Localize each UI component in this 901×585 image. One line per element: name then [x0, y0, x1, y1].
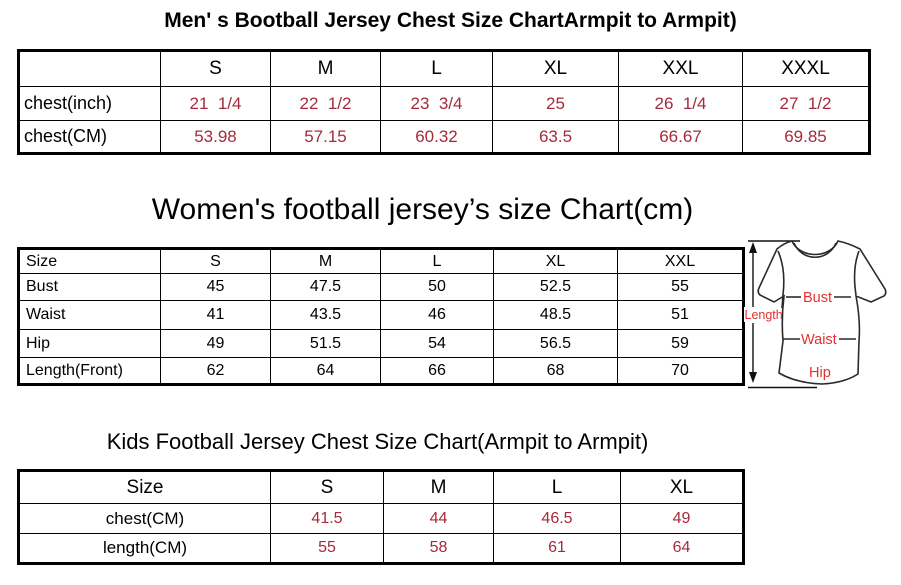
size-value-cell: 68	[493, 357, 618, 385]
column-header: L	[380, 50, 493, 87]
column-header: XXL	[617, 248, 744, 274]
corner-header-cell	[18, 50, 161, 87]
size-value-cell: 46	[380, 300, 494, 330]
column-header: XL	[493, 248, 618, 274]
size-value-cell: 52.5	[493, 273, 618, 301]
row-label: chest(CM)	[18, 503, 271, 534]
size-value-cell: 57.15	[270, 120, 381, 154]
size-value-cell: 66	[380, 357, 494, 385]
size-value-cell: 49	[160, 329, 271, 358]
waist-label: Waist	[801, 332, 837, 348]
size-value-cell: 45	[160, 273, 271, 301]
bust-label: Bust	[803, 290, 832, 306]
row-label: Hip	[18, 329, 161, 358]
length-label: Length	[745, 308, 783, 322]
size-value-cell: 46.5	[493, 503, 621, 534]
mens-chart-title: Men' s Bootball Jersey Chest Size ChartA…	[164, 9, 737, 32]
size-value-cell: 53.98	[160, 120, 271, 154]
size-value-cell: 44	[383, 503, 494, 534]
size-value-cell: 21 1/4	[160, 86, 271, 121]
column-header: M	[270, 50, 381, 87]
size-value-cell: 69.85	[742, 120, 870, 154]
size-value-cell: 49	[620, 503, 744, 534]
column-header: L	[380, 248, 494, 274]
size-value-cell: 27 1/2	[742, 86, 870, 121]
left-sleeve-seam	[777, 250, 785, 309]
row-label: Bust	[18, 273, 161, 301]
column-header: XL	[492, 50, 619, 87]
row-label: chest(CM)	[18, 120, 161, 154]
tshirt-outline	[757, 240, 887, 385]
size-value-cell: 56.5	[493, 329, 618, 358]
column-header: XXXL	[742, 50, 870, 87]
column-header: S	[160, 248, 271, 274]
size-value-cell: 63.5	[492, 120, 619, 154]
size-value-cell: 22 1/2	[270, 86, 381, 121]
size-value-cell: 50	[380, 273, 494, 301]
corner-header-cell: Size	[18, 470, 271, 504]
corner-header-cell: Size	[18, 248, 161, 274]
size-value-cell: 41	[160, 300, 271, 330]
size-value-cell: 48.5	[493, 300, 618, 330]
length-label-backdrop	[744, 307, 778, 322]
size-value-cell: 58	[383, 533, 494, 564]
tshirt-diagram-svg: Length Bust Waist Hip	[744, 240, 887, 389]
length-arrowhead-bottom-icon	[749, 372, 757, 383]
size-table: S M L XL XXL XXXL chest(inch) 21 1/4 22 1/2 23 3/…	[17, 49, 871, 155]
column-header: M	[270, 248, 381, 274]
size-value-cell: 64	[270, 357, 381, 385]
size-value-cell: 41.5	[270, 503, 384, 534]
size-value-cell: 54	[380, 329, 494, 358]
row-label: chest(inch)	[18, 86, 161, 121]
kids-size-table: Size S M L XL chest(CM) 41.5 44 46.5 49 length(CM)…	[17, 469, 745, 565]
column-header: S	[270, 470, 384, 504]
size-table: Size S M L XL XXL Bust 45 47.5 50 52.5 55 Waist 41 43.…	[17, 247, 745, 386]
size-table: Size S M L XL chest(CM) 41.5 44 46.5 49 length(CM)…	[17, 469, 745, 565]
size-value-cell: 51	[617, 300, 744, 330]
collar-inner-line	[793, 242, 837, 258]
size-value-cell: 61	[493, 533, 621, 564]
size-value-cell: 26 1/4	[618, 86, 743, 121]
row-label: length(CM)	[18, 533, 271, 564]
column-header: S	[160, 50, 271, 87]
length-arrowhead-top-icon	[749, 242, 757, 253]
size-value-cell: 64	[620, 533, 744, 564]
column-header: XL	[620, 470, 744, 504]
size-value-cell: 55	[617, 273, 744, 301]
size-value-cell: 66.67	[618, 120, 743, 154]
womens-size-table: Size S M L XL XXL Bust 45 47.5 50 52.5 55 Waist 41 43.…	[17, 247, 745, 386]
column-header: L	[493, 470, 621, 504]
hip-label: Hip	[809, 365, 831, 381]
mens-size-table: S M L XL XXL XXXL chest(inch) 21 1/4 22 1/2 23 3/…	[17, 49, 871, 155]
size-value-cell: 60.32	[380, 120, 493, 154]
right-sleeve-seam	[853, 250, 860, 296]
row-label: Waist	[18, 300, 161, 330]
column-header: XXL	[618, 50, 743, 87]
column-header: M	[383, 470, 494, 504]
size-value-cell: 23 3/4	[380, 86, 493, 121]
size-value-cell: 55	[270, 533, 384, 564]
row-label: Length(Front)	[18, 357, 161, 385]
size-value-cell: 43.5	[270, 300, 381, 330]
tshirt-measurement-diagram: Length Bust Waist Hip	[744, 237, 901, 403]
size-value-cell: 62	[160, 357, 271, 385]
kids-chart-title: Kids Football Jersey Chest Size Chart(Ar…	[106, 429, 649, 454]
size-value-cell: 59	[617, 329, 744, 358]
size-value-cell: 25	[492, 86, 619, 121]
womens-chart-title: Women's football jersey’s size Chart(cm)	[151, 193, 694, 226]
size-value-cell: 47.5	[270, 273, 381, 301]
size-value-cell: 51.5	[270, 329, 381, 358]
size-value-cell: 70	[617, 357, 744, 385]
